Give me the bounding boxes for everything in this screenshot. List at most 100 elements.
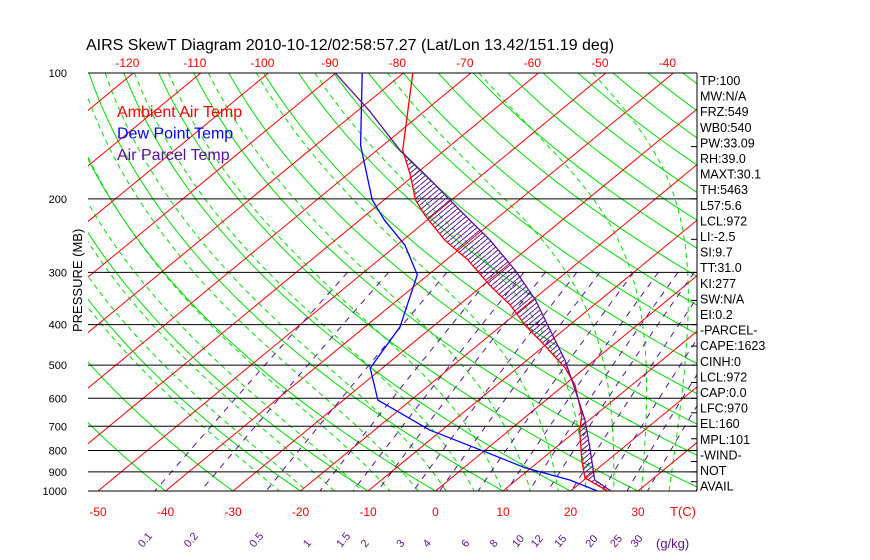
moist-adiabat-line	[88, 201, 363, 491]
isotherm-line	[88, 73, 337, 278]
legend-entry: Dew Point Temp	[117, 126, 233, 143]
top-temp-tick-label: -120	[115, 56, 139, 70]
index-label: LCL:972	[700, 370, 747, 384]
index-label: MAXT:30.1	[700, 168, 761, 182]
pressure-tick-label: 600	[49, 393, 67, 405]
index-label: EL:160	[700, 417, 740, 431]
index-label: -PARCEL-	[700, 324, 757, 338]
index-label: TP:100	[700, 74, 740, 88]
dry-adiabat-line	[402, 73, 697, 306]
mixing-ratio-line	[528, 272, 679, 491]
pressure-tick-label: 500	[49, 360, 67, 372]
cape-hatch-area	[405, 158, 609, 490]
pressure-tick-label: 800	[49, 445, 67, 457]
moist-adiabat-line	[314, 73, 587, 491]
x-axis-label: T(C)	[670, 504, 696, 519]
dew-point-temp-line	[359, 73, 598, 491]
dry-adiabat-line	[88, 361, 234, 491]
moist-adiabat-line	[207, 73, 531, 491]
index-label: KI:277	[700, 277, 736, 291]
dry-adiabat-line	[263, 73, 697, 425]
index-label: FRZ:549	[700, 105, 749, 119]
top-temp-tick-label: -50	[591, 56, 609, 70]
mixing-ratio-line	[412, 272, 578, 491]
index-label: CINH:0	[700, 355, 741, 369]
moist-adiabat-line	[167, 73, 503, 491]
index-label: LCL:972	[700, 214, 747, 228]
dry-adiabat-line	[823, 73, 870, 500]
index-label: EI:0.2	[700, 308, 733, 322]
moist-adiabat-line	[387, 73, 615, 491]
mixing-ratio-tick-label: 30	[629, 533, 646, 550]
index-label: RH:39.0	[700, 152, 746, 166]
pressure-tick-label: 300	[49, 267, 67, 279]
bottom-temp-tick-label: 30	[631, 505, 645, 519]
mixing-ratio-tick-label: 0.2	[182, 530, 201, 549]
index-label: SW:N/A	[700, 292, 745, 306]
bottom-temp-tick-label: 20	[564, 505, 578, 519]
legend-entry: Ambient Air Temp	[117, 104, 242, 121]
top-temp-tick-label: -60	[524, 56, 542, 70]
index-label: L57:5.6	[700, 199, 742, 213]
dry-adiabat-line	[88, 298, 302, 491]
bottom-temp-tick-label: -30	[224, 505, 242, 519]
index-label: NOT	[700, 464, 727, 478]
dry-adiabat-line	[158, 73, 640, 491]
dry-adiabat-line	[437, 73, 697, 278]
bottom-temp-tick-label: 10	[496, 505, 510, 519]
moist-adiabat-line	[133, 73, 475, 491]
index-label: CAP:0.0	[700, 386, 747, 400]
mixing-ratio-tick-label: 0.5	[247, 530, 266, 549]
pressure-tick-label: 400	[49, 320, 67, 332]
profile-lines	[334, 73, 612, 491]
chart-title: AIRS SkewT Diagram 2010-10-12/02:58:57.2…	[86, 37, 614, 54]
mixing-ratio-line	[477, 272, 634, 491]
dry-adiabat-line	[647, 73, 697, 112]
top-temp-tick-label: -100	[250, 56, 274, 70]
air-parcel-temp-line	[334, 73, 612, 491]
index-label: WB0:540	[700, 121, 751, 135]
isotherm-line	[762, 73, 870, 500]
top-temp-tick-label: -110	[183, 56, 206, 70]
index-label: PW:33.09	[700, 136, 755, 150]
mixing-ratio-line	[438, 272, 601, 491]
index-label: -WIND-	[700, 448, 742, 462]
legend: Ambient Air Temp Dew Point Temp Air Parcel…	[117, 104, 242, 164]
dry-adiabat-line	[507, 73, 697, 221]
ambient-air-temp-line	[402, 73, 608, 491]
background-lines	[88, 73, 870, 500]
index-label: CAPE:1623	[700, 339, 765, 353]
isotherm-line	[569, 386, 697, 491]
mixing-ratio-line	[505, 272, 659, 491]
isotherm-line	[97, 73, 607, 491]
bottom-temp-tick-label: -50	[89, 505, 107, 519]
isotherm-line	[88, 73, 404, 334]
index-label: MPL:101	[700, 433, 750, 447]
moist-adiabat-line	[255, 73, 559, 491]
isotherm-line	[367, 219, 697, 491]
mixing-ratio-tick-label: 1.5	[334, 530, 353, 549]
pressure-lines	[88, 72, 698, 492]
bottom-temp-tick-label: -40	[157, 505, 175, 519]
isotherm-line	[88, 73, 202, 167]
index-label: MW:N/A	[700, 90, 747, 104]
moist-adiabat-line	[592, 73, 689, 491]
mixing-ratio-line	[547, 272, 695, 491]
mixing-ratio-line	[570, 297, 697, 491]
mixing-ratio-line	[601, 338, 697, 491]
isotherm-line	[502, 330, 697, 491]
mixing-ratio-tick-label: 20	[584, 533, 601, 550]
index-label: SI:9.7	[700, 246, 733, 260]
mixing-ratio-tick-label: 15	[552, 533, 569, 550]
moist-adiabat-line	[478, 73, 648, 491]
index-label: TT:31.0	[700, 261, 742, 275]
isotherm-line	[88, 73, 134, 111]
bottom-temp-tick-label: 0	[432, 505, 439, 519]
pressure-tick-label: 900	[49, 467, 67, 479]
top-temp-tick-label: -80	[389, 56, 407, 70]
mixing-ratio-tick-label: 6	[459, 538, 472, 550]
pressure-tick-label: 700	[49, 421, 67, 433]
mixing-ratio-tick-label: 1	[301, 538, 314, 550]
